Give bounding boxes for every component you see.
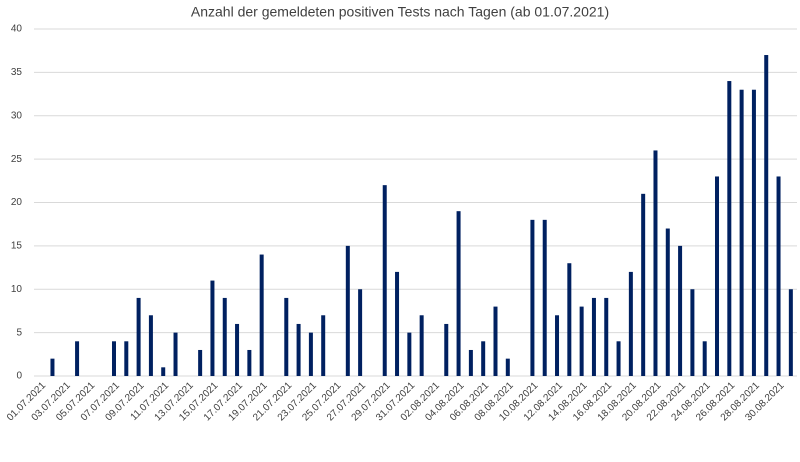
bar: [308, 332, 313, 376]
bar: [567, 263, 572, 376]
bar: [456, 211, 461, 376]
bar: [653, 150, 658, 376]
bar: [75, 341, 80, 376]
bar: [628, 271, 633, 376]
y-tick-label: 15: [11, 241, 23, 252]
bar: [715, 176, 720, 376]
bar: [222, 297, 227, 376]
bar: [641, 193, 646, 376]
bar: [751, 89, 756, 376]
bar: [665, 228, 670, 376]
bar: [173, 332, 178, 376]
bar: [678, 245, 683, 376]
bar: [210, 280, 215, 376]
bar: [604, 297, 609, 376]
y-tick-label: 0: [16, 371, 22, 382]
bar: [124, 341, 129, 376]
bar: [345, 245, 350, 376]
bar: [690, 289, 695, 376]
bar: [542, 219, 547, 376]
y-tick-label: 25: [11, 154, 23, 165]
bar: [296, 323, 301, 376]
bar: [493, 306, 498, 376]
bar: [161, 367, 166, 376]
y-tick-label: 40: [11, 24, 23, 35]
bar: [776, 176, 781, 376]
bar: [468, 349, 473, 376]
y-tick-label: 20: [11, 197, 23, 208]
bar: [444, 323, 449, 376]
bar: [382, 185, 387, 376]
bar: [321, 315, 326, 376]
bar: [579, 306, 584, 376]
bar: [505, 358, 510, 376]
bar: [284, 297, 289, 376]
bar: [247, 349, 252, 376]
bar: [788, 289, 793, 376]
bar: [764, 55, 769, 377]
bar: [419, 315, 424, 376]
bar: [591, 297, 596, 376]
bar: [358, 289, 363, 376]
bar: [235, 323, 240, 376]
bar: [259, 254, 264, 376]
bar: [407, 332, 412, 376]
bar: [148, 315, 153, 376]
y-tick-label: 35: [11, 67, 23, 78]
bar: [530, 219, 535, 376]
y-tick-label: 5: [16, 327, 22, 338]
y-tick-label: 10: [11, 284, 23, 295]
bar: [395, 271, 400, 376]
bar: [136, 297, 141, 376]
bar: [50, 358, 55, 376]
bar: [481, 341, 486, 376]
y-tick-label: 30: [11, 110, 23, 121]
bar: [739, 89, 744, 376]
bar: [555, 315, 560, 376]
bar: [111, 341, 116, 376]
bar: [198, 349, 203, 376]
bar: [727, 81, 732, 377]
bar: [616, 341, 621, 376]
chart-title: Anzahl der gemeldeten positiven Tests na…: [191, 4, 609, 20]
bar: [702, 341, 707, 376]
